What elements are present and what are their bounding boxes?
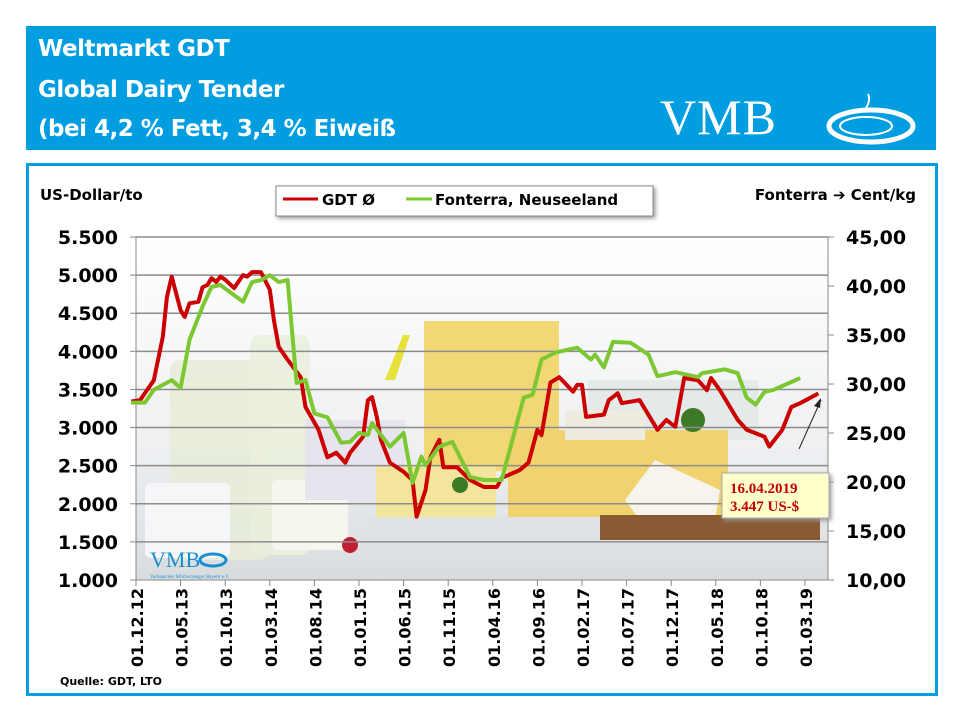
left-tick-label: 3.500 xyxy=(58,379,118,401)
gridlines xyxy=(130,236,834,586)
watermark-logo: VMB xyxy=(150,547,200,572)
x-tick-label: 01.04.16 xyxy=(485,588,504,667)
x-tick-label: 01.09.16 xyxy=(529,588,548,667)
left-tick-label: 1.500 xyxy=(58,532,118,554)
right-axis-label: Fonterra ➔ Cent/kg xyxy=(755,186,916,204)
left-tick-label: 2.000 xyxy=(58,494,118,516)
left-tick-label: 3.000 xyxy=(58,418,118,440)
x-tick-label: 01.07.17 xyxy=(619,588,638,667)
vmb-logo: VMB xyxy=(660,89,777,145)
left-tick-label: 4.500 xyxy=(58,303,118,325)
left-tick-label: 2.500 xyxy=(58,456,118,478)
title-line-3: (bei 4,2 % Fett, 3,4 % Eiweiß xyxy=(38,116,396,142)
vmb-logo-swirl-icon xyxy=(826,93,916,145)
x-tick-label: 01.03.19 xyxy=(797,588,816,667)
left-tick-label: 5.500 xyxy=(58,227,118,249)
watermark-swirl-icon xyxy=(198,552,228,568)
x-tick-labels: 01.12.12 01.05.13 01.10.13 01.03.14 01.08.14… xyxy=(128,588,816,667)
x-tick-label: 01.05.13 xyxy=(173,588,192,667)
x-tick-label: 01.11.15 xyxy=(440,588,459,667)
arrow-head-icon xyxy=(814,398,821,408)
x-tick-label: 01.10.18 xyxy=(752,588,771,667)
watermark-subtitle: Verband der Milcherzeuger Bayern e.V. xyxy=(150,575,229,580)
x-tick-label: 01.12.17 xyxy=(663,588,682,667)
annotation: 16.04.2019 3.447 US-$ xyxy=(721,398,830,519)
legend-label-gdt: GDT Ø xyxy=(322,191,375,209)
fonterra-line xyxy=(131,273,802,485)
header-banner: Weltmarkt GDT Global Dairy Tender (bei 4… xyxy=(26,26,936,150)
series-lines xyxy=(130,270,820,519)
plot-background-photo: VMB Verband der Milcherzeuger Bayern e.V… xyxy=(136,237,828,580)
left-tick-label: 1.000 xyxy=(58,570,118,592)
title-line-1: Weltmarkt GDT xyxy=(38,36,230,62)
x-tick-label: 01.05.18 xyxy=(708,588,727,667)
legend: GDT Ø Fonterra, Neuseeland xyxy=(275,185,654,217)
annotation-value: 3.447 US-$ xyxy=(730,499,800,515)
right-tick-label: 25,00 xyxy=(846,423,906,445)
right-tick-label: 35,00 xyxy=(846,325,906,347)
annotation-date: 16.04.2019 xyxy=(730,481,798,497)
title-line-2: Global Dairy Tender xyxy=(38,77,284,103)
x-tick-label: 01.08.14 xyxy=(306,588,325,667)
annotation-arrow xyxy=(798,399,822,450)
source-note: Quelle: GDT, LTO xyxy=(60,675,162,688)
right-tick-label: 45,00 xyxy=(846,227,906,249)
right-tick-label: 30,00 xyxy=(846,374,906,396)
right-tick-label: 40,00 xyxy=(846,276,906,298)
right-tick-label: 20,00 xyxy=(846,472,906,494)
right-tick-label: 15,00 xyxy=(846,521,906,543)
gdt-line xyxy=(130,270,820,519)
x-tick-label: 01.06.15 xyxy=(396,588,415,667)
left-tick-labels: 5.500 5.000 4.500 4.000 3.500 3.000 2.500 2.000… xyxy=(58,227,118,592)
legend-label-fonterra: Fonterra, Neuseeland xyxy=(435,191,618,209)
x-tick-label: 01.01.15 xyxy=(351,588,370,667)
x-tick-label: 01.02.17 xyxy=(574,588,593,667)
left-axis-label: US-Dollar/to xyxy=(40,186,143,204)
x-tick-label: 01.12.12 xyxy=(128,588,147,667)
left-tick-label: 4.000 xyxy=(58,341,118,363)
left-tick-label: 5.000 xyxy=(58,265,118,287)
right-tick-label: 10,00 xyxy=(846,570,906,592)
x-tick-label: 01.10.13 xyxy=(217,588,236,667)
right-tick-labels: 45,00 40,00 35,00 30,00 25,00 20,00 15,00 10,00 xyxy=(846,227,906,592)
x-tick-label: 01.03.14 xyxy=(262,588,281,667)
